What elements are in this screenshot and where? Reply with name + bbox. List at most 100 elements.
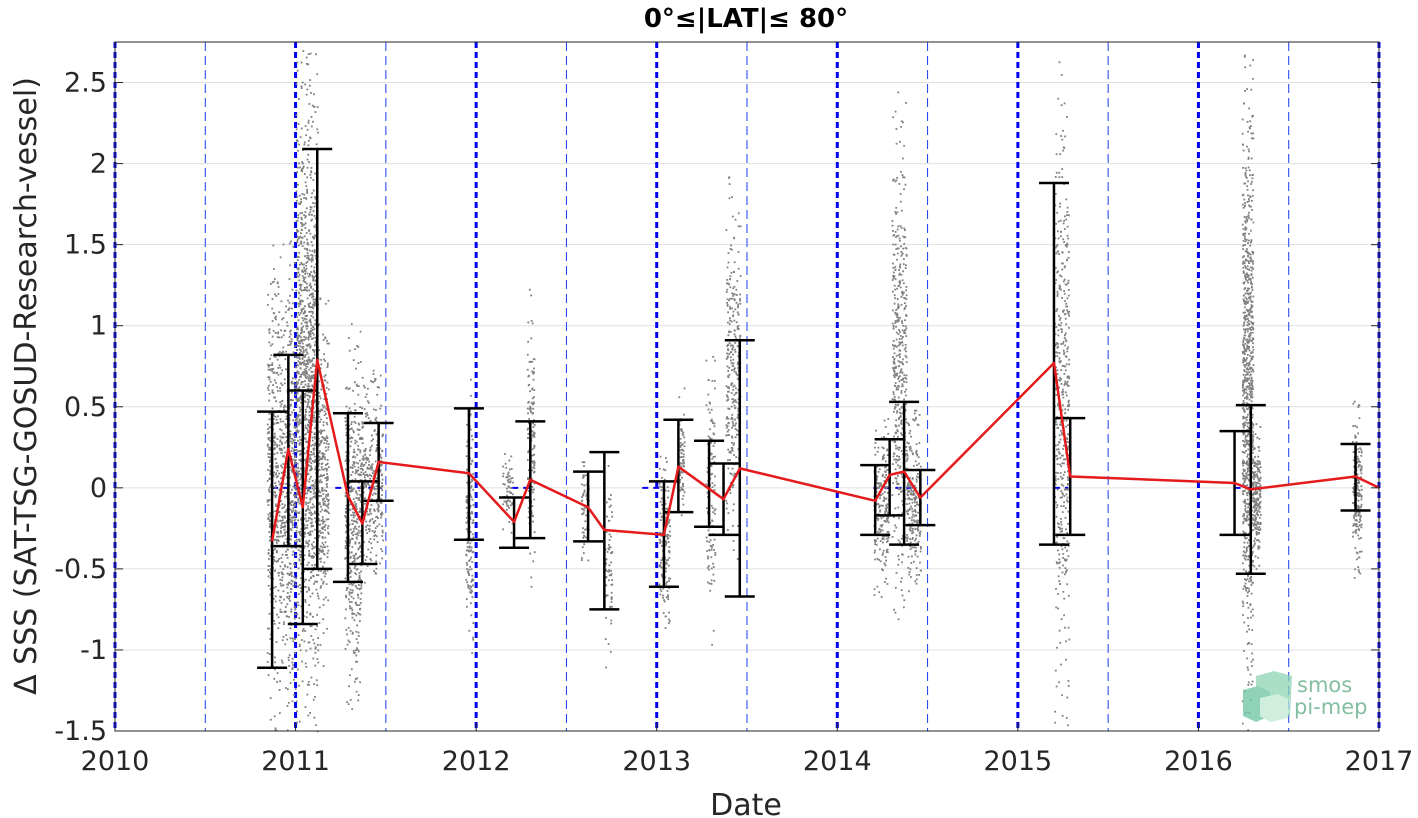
scatter-point-15-323 xyxy=(895,477,898,480)
scatter-point-3-220 xyxy=(354,541,357,544)
scatter-point-9-56 xyxy=(610,552,613,554)
scatter-point-0-556 xyxy=(290,399,292,402)
scatter-point-1-242 xyxy=(301,339,304,341)
scatter-point-7-120 xyxy=(533,434,535,436)
scatter-point-4-266 xyxy=(377,509,380,512)
scatter-point-3-347 xyxy=(353,403,356,405)
scatter-point-3-32 xyxy=(359,681,361,684)
scatter-point-5-93 xyxy=(469,588,472,591)
scatter-point-3-404 xyxy=(355,690,358,693)
scatter-point-1-329 xyxy=(309,206,312,208)
scatter-point-9-20 xyxy=(610,574,612,577)
scatter-point-12-101 xyxy=(714,455,716,458)
scatter-point-1-1033 xyxy=(314,421,317,423)
scatter-point-1-875 xyxy=(303,546,306,549)
scatter-point-3-425 xyxy=(354,572,356,574)
scatter-point-3-226 xyxy=(353,613,356,615)
scatter-point-12-87 xyxy=(709,452,712,455)
scatter-point-13-245 xyxy=(731,420,734,423)
scatter-point-12-83 xyxy=(711,507,714,509)
scatter-point-2-55 xyxy=(326,423,329,426)
scatter-point-4-290 xyxy=(369,449,371,452)
scatter-point-13-158 xyxy=(736,363,739,366)
scatter-point-0-359 xyxy=(281,318,283,321)
scatter-point-13-40 xyxy=(736,558,739,560)
scatter-point-4-71 xyxy=(369,558,372,560)
scatter-point-4-36 xyxy=(372,470,375,472)
scatter-point-1-263 xyxy=(306,375,309,378)
scatter-point-4-107 xyxy=(373,535,376,537)
scatter-point-7-141 xyxy=(533,432,535,434)
scatter-point-0-488 xyxy=(292,509,295,512)
scatter-point-15-329 xyxy=(901,337,903,340)
scatter-point-10-143 xyxy=(660,516,663,518)
scatter-point-1-307 xyxy=(302,361,305,364)
scatter-point-0-636 xyxy=(280,571,283,574)
scatter-point-1-501 xyxy=(304,517,307,520)
scatter-point-0-433 xyxy=(288,242,291,245)
scatter-point-1-791 xyxy=(305,93,308,96)
scatter-point-0-355 xyxy=(273,371,276,374)
scatter-point-0-102 xyxy=(275,524,278,527)
scatter-point-12-8 xyxy=(713,461,716,464)
scatter-point-1-1175 xyxy=(304,83,307,86)
scatter-point-15-183 xyxy=(894,231,897,233)
scatter-point-0-522 xyxy=(294,540,296,543)
scatter-point-4-232 xyxy=(370,498,373,501)
scatter-point-3-246 xyxy=(349,428,352,430)
scatter-point-15-15 xyxy=(894,278,897,281)
scatter-point-3-230 xyxy=(350,592,353,594)
scatter-point-1-555 xyxy=(296,431,298,433)
scatter-point-0-565 xyxy=(281,661,284,664)
scatter-point-3-214 xyxy=(355,490,357,493)
scatter-point-4-246 xyxy=(373,492,376,495)
scatter-point-15-297 xyxy=(897,306,900,308)
scatter-point-0-23 xyxy=(287,299,289,302)
scatter-point-9-52 xyxy=(608,544,610,546)
scatter-point-2-105 xyxy=(327,525,330,527)
scatter-point-15-315 xyxy=(891,224,894,227)
scatter-point-1-1295 xyxy=(296,475,299,478)
scatter-point-3-379 xyxy=(352,389,354,392)
scatter-point-1-1222 xyxy=(311,250,314,252)
scatter-point-3-448 xyxy=(355,505,358,508)
scatter-point-12-90 xyxy=(713,509,716,512)
scatter-point-2-116 xyxy=(325,518,328,521)
scatter-point-5-89 xyxy=(468,560,470,562)
scatter-point-15-162 xyxy=(893,516,895,518)
scatter-point-0-417 xyxy=(290,450,293,452)
scatter-point-1-25 xyxy=(311,497,313,500)
scatter-point-0-579 xyxy=(293,678,295,681)
scatter-point-1-922 xyxy=(306,590,308,593)
scatter-point-4-12 xyxy=(375,535,378,538)
scatter-point-13-80 xyxy=(726,304,729,306)
scatter-point-1-524 xyxy=(305,417,308,420)
scatter-point-4-116 xyxy=(369,477,371,480)
scatter-point-3-227 xyxy=(357,362,360,364)
scatter-point-14-141 xyxy=(885,520,887,523)
scatter-point-0-204 xyxy=(269,453,271,455)
scatter-point-6-3 xyxy=(502,528,504,531)
scatter-point-1-627 xyxy=(297,244,300,247)
scatter-point-0-389 xyxy=(288,597,290,600)
scatter-points xyxy=(266,50,1363,733)
scatter-point-14-137 xyxy=(887,536,890,539)
scatter-point-1-99 xyxy=(309,517,312,520)
scatter-point-9-32 xyxy=(608,579,610,582)
scatter-point-6-29 xyxy=(502,475,504,478)
scatter-point-0-764 xyxy=(289,404,292,407)
scatter-point-11-46 xyxy=(678,464,681,466)
scatter-point-7-25 xyxy=(532,378,535,381)
scatter-point-0-213 xyxy=(277,535,280,538)
scatter-point-0-205 xyxy=(286,603,289,606)
scatter-point-0-234 xyxy=(288,301,291,304)
scatter-point-0-815 xyxy=(268,432,270,434)
scatter-point-1-999 xyxy=(309,522,312,525)
scatter-point-12-119 xyxy=(710,579,713,582)
scatter-point-4-143 xyxy=(374,530,376,533)
scatter-point-13-3 xyxy=(731,196,733,198)
scatter-point-3-80 xyxy=(344,494,347,497)
scatter-point-13-167 xyxy=(726,416,728,418)
scatter-point-3-429 xyxy=(345,441,348,444)
scatter-point-1-526 xyxy=(312,298,315,301)
